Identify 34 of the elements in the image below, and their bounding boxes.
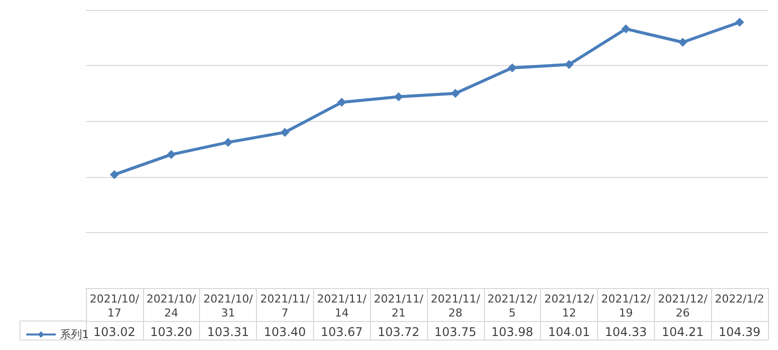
point [224,138,233,147]
legend-label: 系列1 [60,328,89,341]
x-tick-label: 2021/11/14 [317,292,367,320]
data-label: 103.75 [434,325,476,339]
x-tick-label: 2021/12/19 [601,292,651,320]
data-label: 103.67 [320,325,363,339]
data-label: 104.33 [604,325,647,339]
x-tick-label: 2021/12/26 [658,292,708,320]
x-tick-label: 2021/10/24 [146,292,196,320]
point [110,170,119,180]
point [166,150,176,160]
data-label: 103.40 [264,325,306,339]
x-tick-label: 2021/10/17 [90,292,140,320]
point [564,60,574,69]
x-tick-label: 2021/12/5 [488,292,538,320]
data-label: 103.72 [378,325,420,339]
point [337,98,346,107]
data-label: 103.31 [207,325,250,339]
data-label: 103.02 [93,325,136,339]
data-label: 103.98 [491,325,534,339]
point [621,24,630,34]
x-tick-label: 2021/10/31 [203,292,254,320]
data-label: 104.21 [662,325,704,339]
x-tick-label: 2021/11/21 [374,292,424,320]
point [678,38,688,47]
x-tick-label: 2021/11/28 [430,292,480,320]
data-label: 103.20 [150,325,192,339]
x-tick-label: 2021/11/7 [260,292,310,320]
x-tick-label: 2021/12/12 [544,292,594,320]
point [735,18,744,27]
data-label: 104.39 [718,325,761,339]
data-label: 104.01 [548,325,590,339]
x-tick-label: 2022/1/2 [714,292,764,306]
point [280,128,290,137]
